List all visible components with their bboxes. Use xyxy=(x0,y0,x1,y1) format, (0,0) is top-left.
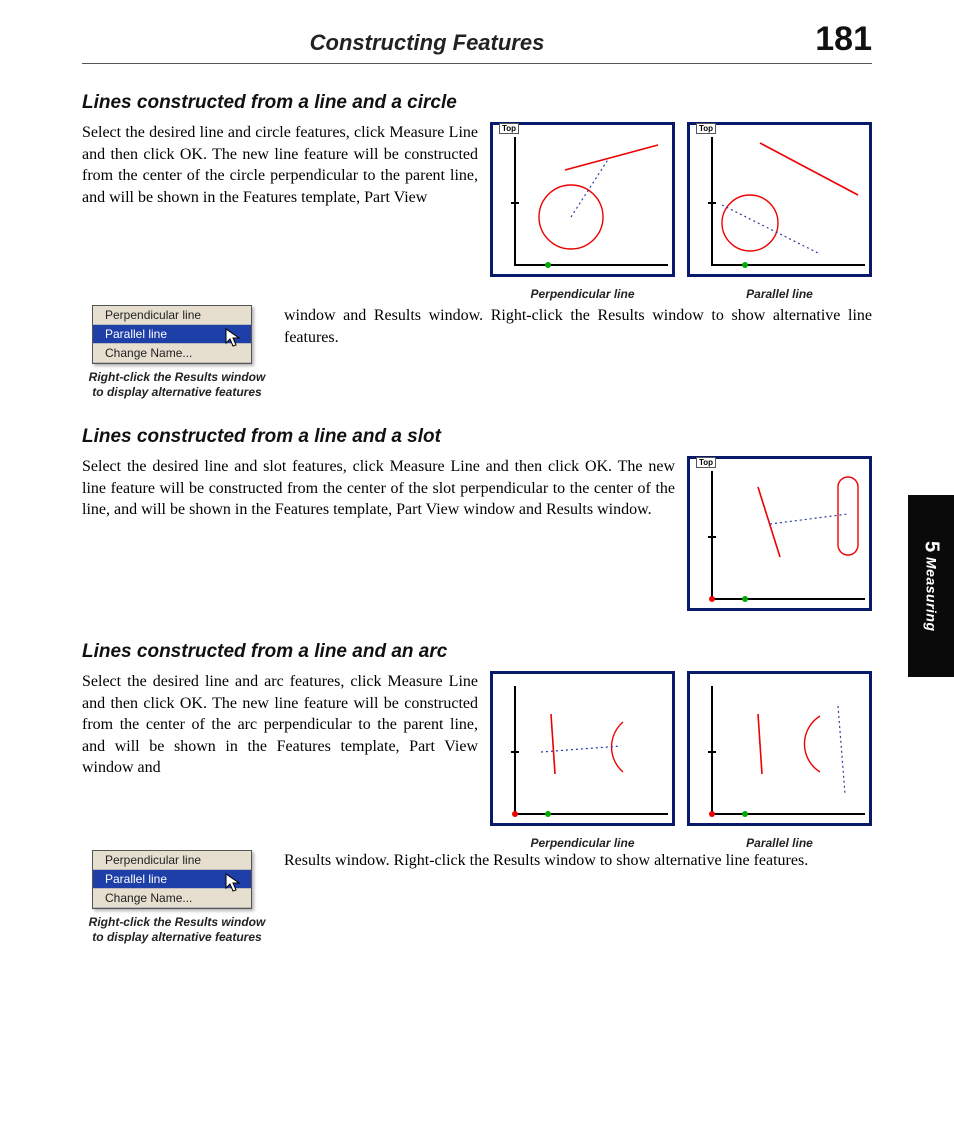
menu-item-parallel[interactable]: Parallel line xyxy=(93,325,251,344)
menu-caption: Right-click the Results window to displa… xyxy=(82,915,272,945)
menu-caption: Right-click the Results window to displa… xyxy=(82,370,272,400)
chapter-title: Constructing Features xyxy=(82,30,772,56)
figure-par-line-circle: Top xyxy=(687,122,872,277)
figure-caption: Perpendicular line xyxy=(530,836,634,850)
figure-caption: Perpendicular line xyxy=(530,287,634,301)
context-menu[interactable]: Perpendicular line Parallel line Change … xyxy=(92,850,252,909)
menu-item-perpendicular[interactable]: Perpendicular line xyxy=(93,306,251,325)
figure-caption: Parallel line xyxy=(746,287,813,301)
section1-heading: Lines constructed from a line and a circ… xyxy=(82,92,872,114)
top-label: Top xyxy=(499,123,519,134)
menu-item-perpendicular[interactable]: Perpendicular line xyxy=(93,851,251,870)
section3-heading: Lines constructed from a line and an arc xyxy=(82,641,872,663)
page-header: Constructing Features 181 xyxy=(82,20,872,64)
figure-caption: Parallel line xyxy=(746,836,813,850)
context-menu[interactable]: Perpendicular line Parallel line Change … xyxy=(92,305,252,364)
chapter-tab-label: Measuring xyxy=(924,557,940,632)
top-label: Top xyxy=(696,123,716,134)
figure-perp-line-arc xyxy=(490,671,675,826)
section2-heading: Lines constructed from a line and a slot xyxy=(82,426,872,448)
figure-perp-line-circle: Top xyxy=(490,122,675,277)
top-label: Top xyxy=(696,457,716,468)
figure-line-slot: Top xyxy=(687,456,872,611)
menu-item-parallel[interactable]: Parallel line xyxy=(93,870,251,889)
menu-item-change-name[interactable]: Change Name... xyxy=(93,344,251,363)
section3-figures: Perpendicular line xyxy=(490,671,872,850)
chapter-tab: 5 Measuring xyxy=(908,495,954,677)
figure-par-line-arc xyxy=(687,671,872,826)
menu-item-change-name[interactable]: Change Name... xyxy=(93,889,251,908)
chapter-tab-number: 5 xyxy=(921,541,943,553)
section1-figures: Top Perpendicular line Top xyxy=(490,122,872,301)
page-number: 181 xyxy=(772,20,872,59)
